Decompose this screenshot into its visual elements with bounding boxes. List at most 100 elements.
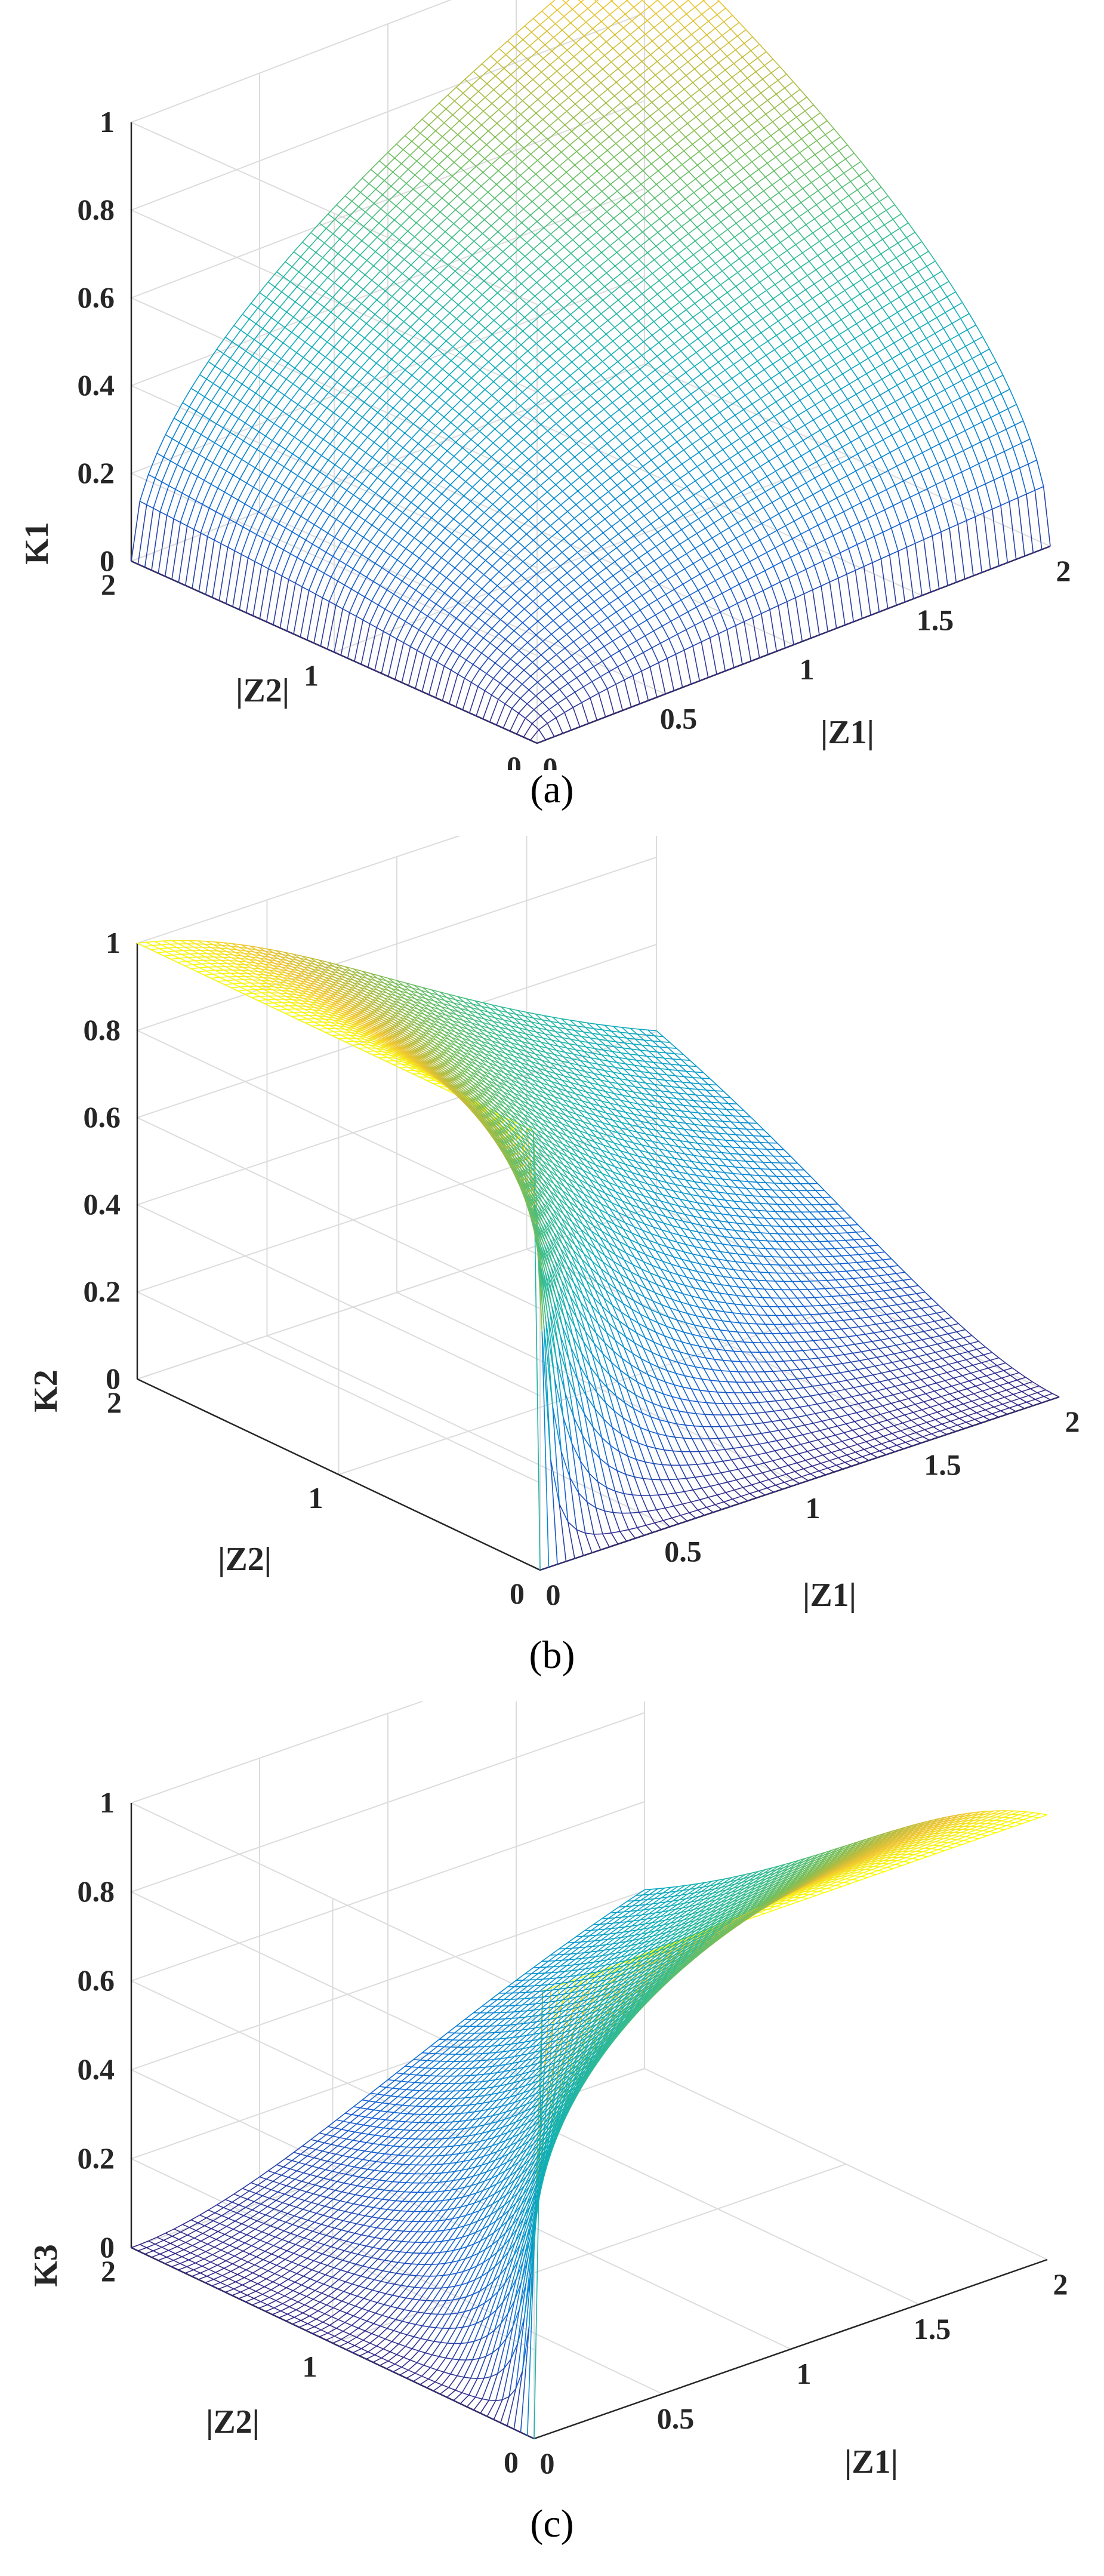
mesh-line [854,333,864,339]
mesh-line [550,233,558,241]
mesh-line [516,555,523,562]
mesh-line [361,303,369,310]
mesh-line [799,471,807,484]
mesh-line [577,484,587,492]
mesh-line [408,395,418,405]
mesh-line [458,538,466,544]
mesh-line [671,544,680,550]
mesh-line [744,461,753,472]
mesh-line [789,414,798,421]
mesh-line [307,261,314,268]
mesh-line [340,473,349,486]
mesh-line [677,309,687,317]
mesh-line [399,477,407,483]
mesh-line [405,607,415,622]
mesh-line [655,363,664,371]
mesh-line [836,497,844,512]
mesh-line [768,206,778,213]
mesh-line [482,456,492,466]
mesh-line [790,346,799,353]
mesh-line [727,467,737,474]
mesh-line [606,211,614,219]
mesh-line [519,642,528,651]
mesh-line [255,323,263,329]
mesh-line [985,479,995,485]
mesh-line [896,380,906,386]
mesh-line [423,463,431,469]
mesh-line [627,464,635,473]
mesh-line [591,204,601,213]
mesh-line [400,349,408,356]
mesh-line [842,368,852,375]
mesh-line [473,653,482,665]
mesh-line [187,525,195,530]
mesh-line [421,478,429,484]
mesh-line [642,466,650,475]
mesh-line [578,663,586,673]
mesh-line [570,476,580,485]
mesh-line [526,595,534,602]
mesh-line [472,478,482,488]
mesh-line [517,664,525,671]
mesh-line [596,224,606,233]
mesh-line [603,464,613,472]
mesh-line [795,498,805,505]
mesh-line [695,543,704,549]
mesh-line [908,420,918,426]
mesh-line [685,372,693,381]
mesh-line [823,467,832,474]
mesh-line [691,509,699,519]
mesh-line [826,520,834,536]
mesh-line [648,604,656,615]
mesh-line [808,321,818,328]
mesh-line [752,613,762,618]
mesh-line [696,283,706,290]
mesh-line [887,605,897,610]
mesh-line [627,527,634,536]
mesh-line [545,376,556,384]
mesh-line [231,414,239,419]
mesh-line [956,578,965,583]
mesh-line [612,457,621,465]
mesh-line [146,504,154,509]
mesh-line [510,427,517,434]
mesh-line [547,723,555,737]
mesh-line [226,470,234,476]
mesh-line [403,149,411,156]
mesh-line [715,502,725,509]
mesh-line [483,574,491,581]
mesh-line [272,369,280,375]
mesh-line [769,321,779,328]
mesh-line [830,334,840,340]
mesh-line [979,365,988,372]
mesh-line [572,531,580,540]
mesh-line [440,150,448,157]
mesh-line [586,416,596,423]
mesh-line [622,706,631,711]
mesh-line [784,390,794,397]
mesh-line [266,297,274,303]
mesh-line [504,693,514,704]
mesh-line [724,187,733,195]
mesh-line [810,634,820,639]
mesh-line [358,504,368,516]
mesh-line [566,334,576,343]
mesh-line [480,470,490,479]
mesh-line [764,570,772,587]
mesh-line [264,380,272,386]
mesh-line [495,530,505,538]
mesh-line [309,501,317,507]
mesh-line [803,365,813,371]
mesh-line [249,445,258,450]
mesh-line [443,408,453,418]
mesh-line [414,463,424,473]
mesh-line [645,495,655,503]
mesh-line [784,208,793,215]
mesh-line [638,558,646,567]
mesh-line [474,411,482,418]
mesh-line [927,317,938,324]
mesh-line [935,479,945,485]
mesh-line [507,555,517,564]
mesh-line [466,358,474,365]
